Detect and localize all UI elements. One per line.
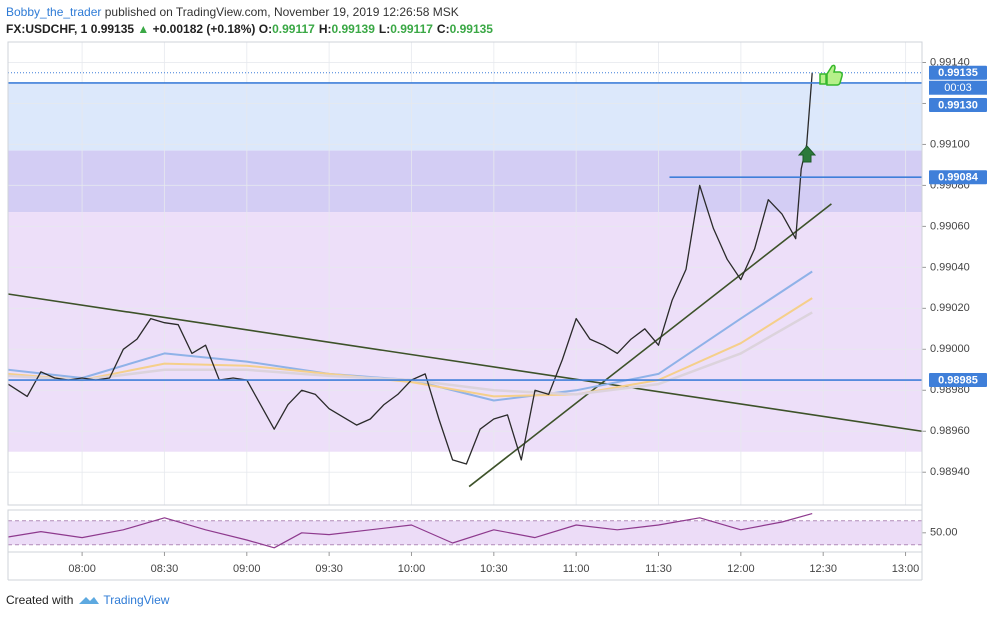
y-tick-label: 0.99040 [930,261,970,273]
x-tick-label: 10:00 [398,563,426,575]
zone [8,212,922,452]
x-tick-label: 09:00 [233,563,261,575]
level-label: 0.99130 [938,99,978,111]
countdown-box [929,80,987,95]
series-line [7,513,813,549]
rsi-band [8,520,922,545]
x-tick-label: 10:30 [480,563,508,575]
x-tick-label: 11:00 [563,563,590,575]
up-arrow [797,145,817,163]
logo [79,597,100,604]
series-line [7,72,813,465]
ohlc-value: 0.99139 [331,22,375,36]
y-tick-label: 0.99060 [930,220,970,232]
y-tick-label: 0.99140 [930,56,970,68]
ohlc-label: H: [318,22,332,36]
ohlc-label: C: [436,22,450,36]
level-label-box [929,97,987,112]
x-tick-label: 08:30 [151,563,179,575]
x-tick-label: 08:00 [68,563,96,575]
ohlc-label: O: [258,22,273,36]
brand[interactable]: TradingView [103,593,170,607]
y-tick-label: 0.99020 [930,302,970,314]
ohlc: O:0.99117 H:0.99139 L:0.99117 C:0.99135 [259,22,497,36]
y-tick-label: 0.98980 [930,384,970,396]
zone [8,82,922,151]
y-tick-label: 0.99000 [930,343,970,355]
x-tick-label: 12:00 [727,563,755,575]
zone [8,150,922,213]
countdown: 00:03 [944,82,972,94]
ohlc-value: 0.99117 [272,22,315,36]
author[interactable]: Bobby_the_trader [6,5,102,19]
trendline [7,293,923,433]
created: Created with [6,593,74,607]
last-price-label-box [929,65,987,80]
header-line-1: Bobby_the_trader published on TradingVie… [6,5,459,19]
y-tick-label: 0.99100 [930,138,970,150]
level-label-box [929,170,987,185]
trendline [468,203,832,488]
y-tick-label: 0.98940 [930,466,970,478]
level-label: 0.99084 [938,172,979,184]
level-label-box [929,373,987,388]
thumbs-up [819,64,843,86]
chart: 0.98940 0.98960 0.98980 0.99000 0.99020 0.990… [7,41,987,581]
ohlc-value: 0.99135 [449,22,493,36]
x-tick-label: 11:30 [645,563,672,575]
change: +0.00182 (+0.18%) [152,22,256,36]
last-price-label: 0.99135 [938,67,978,79]
x-tick-label: 09:30 [315,563,343,575]
x-tick-label: 13:00 [892,563,920,575]
ohlc-label: L: [378,22,391,36]
symbol: FX:USDCHF, 1 [6,22,88,36]
y-tick-label: 50.00 [930,527,958,539]
ohlc-value: 0.99117 [390,22,433,36]
published: published on TradingView.com, November 1… [104,5,459,19]
last: 0.99135 [90,22,135,36]
y-tick-label: 0.98960 [930,425,970,437]
header-line-2: FX:USDCHF, 1 0.99135 ▲ +0.00182 (+0.18%)… [6,22,497,36]
level-label: 0.98985 [938,374,978,386]
series-line [7,297,813,398]
arrow: ▲ [137,22,150,36]
x-tick-label: 12:30 [809,563,837,575]
footer: Created with TradingView [6,593,169,607]
